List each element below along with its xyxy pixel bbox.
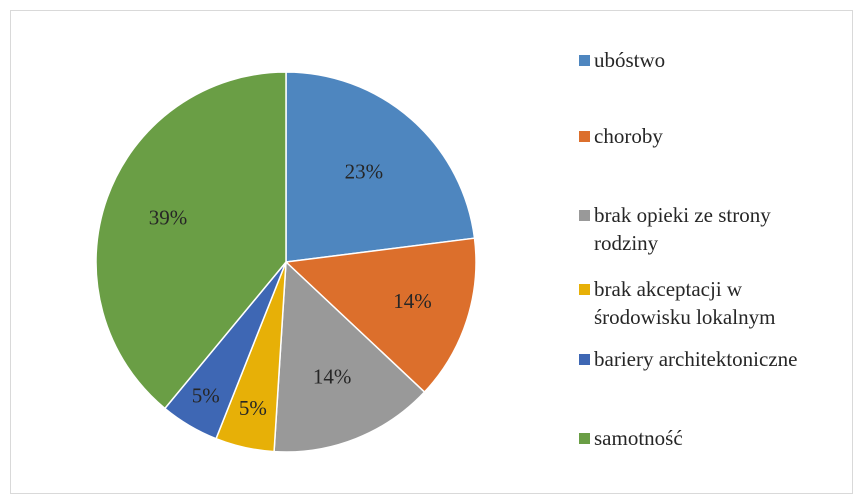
legend-label: brak akceptacji w środowisku lokalnym <box>594 277 776 329</box>
legend-item-choroby: choroby <box>579 122 663 150</box>
legend-item-brak-opieki: brak opieki ze strony rodziny <box>579 201 771 257</box>
legend-item-samotnosc: samotność <box>579 424 683 452</box>
legend-label: bariery architektoniczne <box>594 347 798 371</box>
pie-slice <box>95 71 287 410</box>
slice-value-label: 39% <box>149 205 188 229</box>
legend-swatch <box>579 131 590 142</box>
legend-swatch <box>579 433 590 444</box>
legend-item-ubostwo: ubóstwo <box>579 46 665 74</box>
legend-swatch <box>579 210 590 221</box>
legend-label: samotność <box>594 426 683 450</box>
slice-value-label: 14% <box>393 289 432 313</box>
legend-label: choroby <box>594 124 663 148</box>
pie-slice <box>285 71 476 263</box>
chart-area: 23% 14% 14% 5% 5% 39% ubóstwo choroby brak op… <box>10 10 853 494</box>
slice-value-label: 23% <box>345 159 384 183</box>
legend: ubóstwo choroby brak opieki ze strony ro… <box>579 11 859 495</box>
slice-value-label: 14% <box>313 364 352 388</box>
pie-chart: 23% 14% 14% 5% 5% 39% <box>95 71 477 453</box>
legend-swatch <box>579 354 590 365</box>
legend-item-brak-akceptacji: brak akceptacji w środowisku lokalnym <box>579 275 775 331</box>
slice-value-label: 5% <box>192 384 220 408</box>
slice-value-label: 5% <box>239 396 267 420</box>
legend-label: ubóstwo <box>594 48 666 72</box>
legend-label: brak opieki ze strony rodziny <box>594 203 771 255</box>
legend-swatch <box>579 55 590 66</box>
pie-slice <box>284 237 477 394</box>
pie-slice <box>273 260 426 453</box>
legend-swatch <box>579 284 590 295</box>
legend-item-bariery: bariery architektoniczne <box>579 345 797 373</box>
